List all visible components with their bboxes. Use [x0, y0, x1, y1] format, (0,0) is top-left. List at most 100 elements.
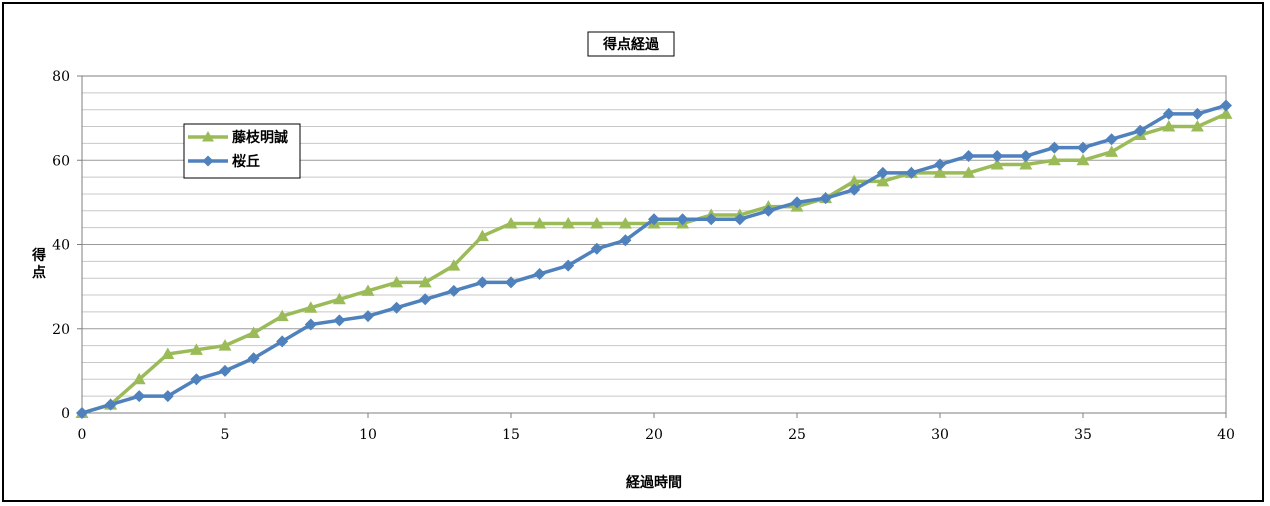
- legend-label: 桜丘: [232, 153, 260, 170]
- data-point: [332, 292, 346, 305]
- data-point: [990, 157, 1004, 170]
- data-point: [1047, 153, 1061, 166]
- y-axis-title: 得点: [31, 247, 46, 281]
- data-point: [1190, 120, 1204, 132]
- y-tick-label: 80: [52, 69, 70, 85]
- data-point: [504, 216, 518, 229]
- data-point: [905, 166, 918, 179]
- data-point: [1019, 157, 1033, 170]
- chart-title-box: 得点経過: [587, 31, 675, 57]
- data-point: [362, 310, 374, 323]
- data-point: [962, 166, 976, 178]
- data-point: [304, 318, 317, 331]
- legend-item: 藤枝明誠: [188, 129, 288, 146]
- y-tick-label: 0: [61, 406, 70, 422]
- data-point: [590, 216, 604, 229]
- data-point: [505, 276, 517, 289]
- data-point: [934, 158, 946, 171]
- data-point: [447, 284, 460, 297]
- data-point: [1219, 107, 1233, 119]
- y-axis-title-char: 点: [32, 264, 46, 281]
- data-point: [218, 339, 232, 351]
- data-point: [676, 213, 689, 226]
- data-point: [876, 166, 889, 179]
- data-point: [762, 204, 775, 217]
- data-point: [390, 301, 403, 314]
- data-point: [276, 335, 289, 348]
- data-point: [648, 213, 660, 226]
- data-point: [1048, 141, 1061, 154]
- data-point: [590, 242, 603, 255]
- data-point: [247, 326, 261, 338]
- data-point: [533, 267, 546, 280]
- data-point: [1105, 133, 1118, 146]
- data-point: [475, 229, 489, 242]
- data-point: [190, 373, 203, 386]
- axes: 0 20 40 60 80 0 5 10 15 20 25 30 35 40: [52, 69, 1235, 443]
- data-point: [1220, 99, 1232, 112]
- data-point: [419, 293, 432, 306]
- x-tick-label: 40: [1217, 427, 1235, 443]
- x-tick-label: 10: [359, 427, 377, 443]
- legend-marker: [202, 131, 214, 142]
- series-2: [76, 99, 1232, 419]
- x-tick-label: 20: [645, 427, 663, 443]
- data-point: [219, 364, 231, 377]
- gridlines: [82, 75, 1226, 414]
- x-tick-label: 5: [221, 427, 230, 443]
- data-point: [1076, 153, 1090, 166]
- x-axis-title: 経過時間: [626, 474, 682, 491]
- data-point: [361, 284, 375, 296]
- data-point: [161, 390, 174, 403]
- data-point: [819, 192, 832, 205]
- data-point: [705, 213, 718, 226]
- data-point: [132, 372, 146, 385]
- data-point: [791, 196, 803, 209]
- data-point: [133, 390, 146, 403]
- data-point: [1019, 150, 1032, 163]
- data-point: [161, 347, 175, 360]
- data-point: [275, 309, 289, 322]
- data-point: [104, 398, 117, 411]
- y-tick-label: 40: [52, 238, 70, 254]
- data-point: [876, 174, 890, 187]
- y-tick-label: 20: [52, 322, 70, 338]
- data-point: [304, 301, 318, 313]
- series-group: [75, 99, 1233, 419]
- data-point: [562, 259, 575, 272]
- y-axis-title-char: 得: [31, 247, 46, 264]
- data-point: [1162, 107, 1175, 120]
- data-point: [618, 216, 632, 229]
- data-point: [991, 150, 1004, 163]
- data-point: [476, 276, 489, 289]
- data-point: [247, 352, 260, 365]
- data-point: [847, 174, 861, 187]
- data-point: [533, 216, 547, 229]
- line-chart: 0 20 40 60 80 0 5 10 15 20 25 30 35 40 得点経過 経過時間 得点 藤…: [31, 31, 1235, 491]
- data-point: [561, 216, 575, 229]
- data-point: [1191, 107, 1204, 120]
- data-point: [76, 407, 88, 419]
- x-tick-label: 15: [502, 427, 520, 443]
- data-point: [1134, 124, 1147, 137]
- chart-title: 得点経過: [602, 36, 660, 53]
- x-tick-label: 35: [1074, 427, 1092, 443]
- x-tick-label: 0: [78, 427, 87, 443]
- data-point: [189, 343, 203, 355]
- data-point: [733, 213, 746, 226]
- data-point: [447, 259, 461, 271]
- legend-marker: [202, 155, 214, 167]
- y-tick-label: 60: [52, 153, 70, 169]
- legend-box: [183, 123, 301, 179]
- data-point: [1105, 145, 1119, 157]
- data-point: [1162, 120, 1176, 132]
- data-point: [933, 166, 947, 178]
- data-point: [390, 275, 404, 288]
- legend-label: 藤枝明誠: [232, 129, 288, 146]
- x-tick-label: 30: [931, 427, 949, 443]
- legend-item: 桜丘: [188, 153, 260, 170]
- data-point: [333, 314, 346, 327]
- data-point: [418, 275, 432, 288]
